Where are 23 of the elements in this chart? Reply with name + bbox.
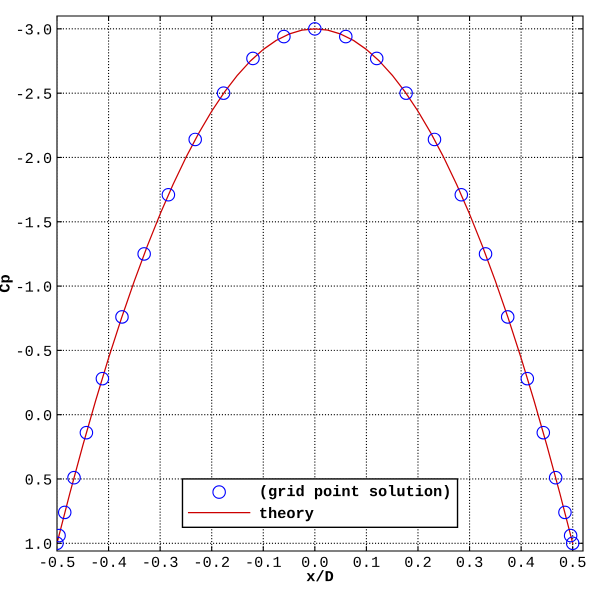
x-tick-label: 0.5 — [560, 556, 586, 568]
y-tick-label: -0.5 — [18, 346, 52, 356]
legend-label: (grid point solution) — [261, 485, 449, 500]
y-tick-label: -2.0 — [18, 152, 52, 164]
y-tick-label: 0.5 — [26, 474, 52, 485]
x-tick-label: -0.2 — [196, 556, 229, 568]
y-tick-label: -1.0 — [18, 281, 52, 292]
legend-label: theory — [260, 506, 314, 522]
x-tick-label: 0.0 — [302, 556, 328, 568]
y-tick-label: 0.0 — [26, 410, 52, 420]
x-tick-label: -0.5 — [41, 556, 74, 568]
x-tick-label: 0.4 — [508, 556, 534, 568]
x-tick-label: -0.1 — [247, 556, 281, 568]
x-tick-label: 0.3 — [456, 556, 482, 568]
x-tick-label: 0.2 — [405, 556, 431, 568]
x-tick-label: -0.3 — [144, 556, 178, 568]
y-tick-label: -2.5 — [18, 88, 52, 99]
y-tick-label: -3.0 — [18, 24, 52, 35]
x-axis-title: x/D — [306, 570, 334, 582]
x-tick-label: -0.4 — [92, 556, 126, 568]
y-tick-label: -1.5 — [18, 217, 52, 228]
y-tick-label: 1.0 — [26, 538, 52, 549]
x-tick-label: 0.1 — [354, 556, 380, 568]
